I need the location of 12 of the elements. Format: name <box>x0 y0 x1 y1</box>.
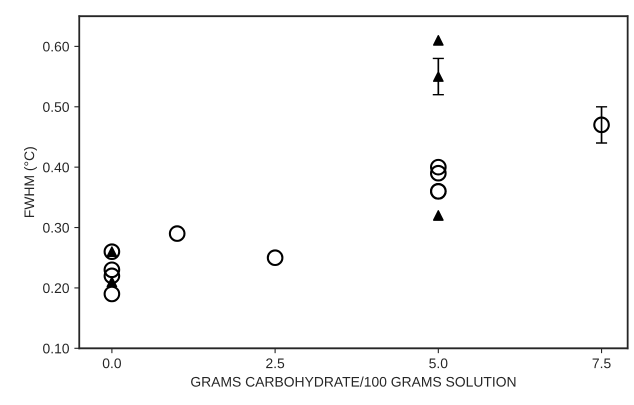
y-tick-label: 0.30 <box>43 222 69 233</box>
y-tick-label: 0.40 <box>43 162 69 172</box>
x-tick-label: 7.5 <box>592 358 611 368</box>
x-tick-label: 5.0 <box>429 358 448 368</box>
y-tick-label: 0.10 <box>43 344 69 354</box>
y-tick-label: 0.50 <box>43 102 69 112</box>
y-tick-label: 0.60 <box>43 42 69 52</box>
x-axis-title: GRAMS CARBOHYDRATE/100 GRAMS SOLUTION <box>191 376 516 387</box>
x-tick-label: 0.0 <box>102 358 122 368</box>
x-tick-label: 2.5 <box>266 358 284 368</box>
y-tick-label: 0.20 <box>43 283 69 294</box>
y-axis-title: FWHM (°C) <box>24 147 37 218</box>
